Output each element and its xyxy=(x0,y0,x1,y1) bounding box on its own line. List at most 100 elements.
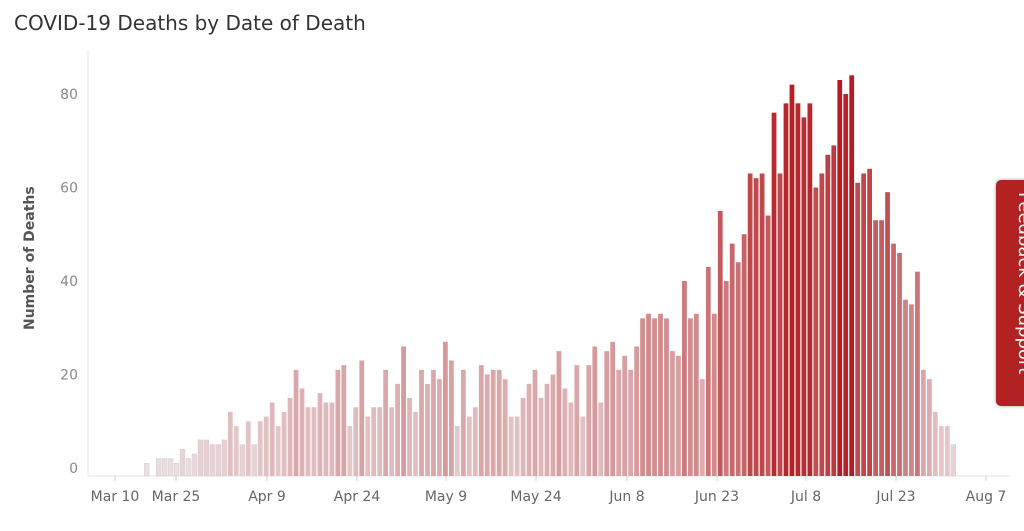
bar[interactable] xyxy=(413,411,418,476)
bar[interactable] xyxy=(568,402,574,476)
bar[interactable] xyxy=(801,117,807,477)
bar[interactable] xyxy=(932,411,938,476)
bar[interactable] xyxy=(616,369,622,476)
bar[interactable] xyxy=(490,369,496,476)
bar[interactable] xyxy=(347,425,353,476)
bar[interactable] xyxy=(203,439,210,477)
bar[interactable] xyxy=(443,341,448,476)
bar[interactable] xyxy=(771,112,777,476)
bar[interactable] xyxy=(299,388,305,476)
bar[interactable] xyxy=(508,416,514,476)
bar[interactable] xyxy=(831,145,837,476)
bar[interactable] xyxy=(604,351,610,477)
bar[interactable] xyxy=(676,355,681,476)
bar[interactable] xyxy=(873,220,878,476)
bar[interactable] xyxy=(753,178,759,476)
bar[interactable] xyxy=(592,346,598,476)
bar[interactable] xyxy=(610,341,616,476)
bar[interactable] xyxy=(173,463,180,477)
bar[interactable] xyxy=(287,397,293,477)
bar[interactable] xyxy=(640,318,645,476)
bar[interactable] xyxy=(944,425,950,476)
bar[interactable] xyxy=(598,402,604,476)
bar[interactable] xyxy=(747,173,753,477)
bar[interactable] xyxy=(496,369,502,476)
bar[interactable] xyxy=(927,379,932,476)
bar[interactable] xyxy=(353,407,359,476)
bar[interactable] xyxy=(466,416,472,476)
bar[interactable] xyxy=(807,103,813,476)
bar[interactable] xyxy=(221,439,228,477)
bar[interactable] xyxy=(407,397,412,477)
bar[interactable] xyxy=(449,360,454,476)
bar[interactable] xyxy=(341,365,347,476)
bar[interactable] xyxy=(903,299,908,476)
bar[interactable] xyxy=(855,182,861,476)
bar[interactable] xyxy=(646,313,651,476)
bar[interactable] xyxy=(867,168,873,477)
bar[interactable] xyxy=(305,407,311,476)
bar[interactable] xyxy=(293,369,299,476)
bar[interactable] xyxy=(574,365,580,476)
bar[interactable] xyxy=(741,234,747,476)
feedback-support-button[interactable] xyxy=(996,180,1024,406)
bar[interactable] xyxy=(257,421,263,476)
bar[interactable] xyxy=(885,192,890,476)
bar[interactable] xyxy=(789,84,795,477)
bar[interactable] xyxy=(263,416,269,476)
bar[interactable] xyxy=(365,416,371,476)
bar[interactable] xyxy=(759,173,765,477)
bar[interactable] xyxy=(478,365,484,476)
bar[interactable] xyxy=(161,458,168,477)
bar[interactable] xyxy=(849,75,855,477)
bar[interactable] xyxy=(550,374,556,477)
bar[interactable] xyxy=(227,411,233,476)
bar[interactable] xyxy=(664,318,669,476)
bar[interactable] xyxy=(191,453,198,477)
bar[interactable] xyxy=(909,304,914,477)
bar[interactable] xyxy=(484,374,490,477)
bar[interactable] xyxy=(143,463,150,477)
bar[interactable] xyxy=(688,318,693,476)
bar[interactable] xyxy=(323,402,329,476)
bar[interactable] xyxy=(209,444,216,477)
bar[interactable] xyxy=(777,173,783,477)
bar[interactable] xyxy=(921,369,926,476)
bar[interactable] xyxy=(251,444,257,477)
bar[interactable] xyxy=(915,271,920,476)
bar[interactable] xyxy=(167,458,174,477)
bar[interactable] xyxy=(526,383,532,476)
bar[interactable] xyxy=(460,369,466,476)
bar[interactable] xyxy=(395,383,400,476)
bar[interactable] xyxy=(269,402,275,476)
bar[interactable] xyxy=(711,313,717,476)
bar[interactable] xyxy=(454,425,460,476)
bar[interactable] xyxy=(670,351,675,477)
bar[interactable] xyxy=(634,346,639,476)
bar[interactable] xyxy=(652,318,657,476)
bar[interactable] xyxy=(335,369,341,476)
bar[interactable] xyxy=(556,351,562,477)
bar[interactable] xyxy=(233,425,239,476)
bar[interactable] xyxy=(317,393,323,476)
bar[interactable] xyxy=(795,103,801,476)
bar[interactable] xyxy=(699,379,705,476)
bar[interactable] xyxy=(897,252,902,476)
bar[interactable] xyxy=(729,243,735,476)
bar[interactable] xyxy=(329,402,335,476)
bar[interactable] xyxy=(245,421,251,476)
bar[interactable] xyxy=(472,407,478,476)
bar[interactable] xyxy=(783,103,789,476)
bar[interactable] xyxy=(538,397,544,477)
bar[interactable] xyxy=(843,94,849,476)
bar[interactable] xyxy=(239,444,245,477)
bar[interactable] xyxy=(682,281,687,476)
bar[interactable] xyxy=(693,313,699,476)
bar[interactable] xyxy=(371,407,377,476)
bar[interactable] xyxy=(950,444,956,477)
bar[interactable] xyxy=(532,369,538,476)
bar[interactable] xyxy=(377,407,383,476)
bar[interactable] xyxy=(502,379,508,476)
bar[interactable] xyxy=(813,187,819,477)
bar[interactable] xyxy=(155,458,162,477)
